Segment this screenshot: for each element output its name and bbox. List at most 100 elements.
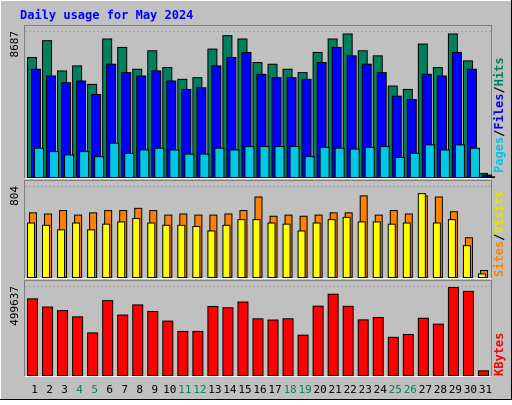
legend-part: Files [492, 94, 506, 130]
bar-kbytes-day-19 [297, 334, 309, 377]
bar-kbytes-day-10 [162, 320, 174, 376]
day-label-18: 18 [283, 383, 296, 396]
legend-part: Sites [492, 241, 506, 277]
bar-kbytes-day-24 [372, 317, 384, 376]
bar-pages-day-22 [349, 148, 360, 179]
bar-kbytes-day-25 [387, 336, 399, 377]
panel-sites-visits: 804 [8, 180, 492, 279]
bar-visits-day-19 [297, 230, 306, 279]
bar-kbytes-day-22 [342, 305, 354, 376]
bar-pages-day-20 [319, 146, 330, 178]
bar-visits-day-24 [372, 221, 381, 278]
bar-kbytes-day-2 [42, 306, 54, 377]
bar-visits-day-6 [102, 223, 111, 279]
legend-part: Visits [492, 190, 506, 233]
bar-kbytes-day-4 [72, 316, 84, 377]
day-label-22: 22 [344, 383, 357, 396]
bar-visits-day-16 [252, 219, 261, 278]
bar-visits-day-9 [147, 222, 156, 278]
bar-visits-day-20 [312, 222, 321, 278]
panel-ymax-label: 8687 [8, 31, 21, 58]
bar-pages-day-16 [259, 146, 270, 179]
bar-pages-day-24 [379, 146, 390, 179]
day-label-25: 25 [389, 383, 402, 396]
day-label-24: 24 [374, 383, 388, 396]
day-label-27: 27 [419, 383, 432, 396]
bar-visits-day-10 [162, 224, 171, 278]
bar-pages-day-25 [394, 156, 405, 178]
bar-kbytes-day-18 [282, 318, 294, 377]
bar-visits-day-3 [57, 229, 66, 278]
bar-visits-day-26 [402, 222, 411, 278]
bar-visits-day-23 [357, 221, 366, 278]
bar-visits-day-4 [72, 222, 81, 278]
day-label-10: 10 [163, 383, 176, 396]
day-label-5: 5 [91, 383, 98, 396]
bar-visits-day-12 [192, 225, 201, 278]
day-label-15: 15 [238, 383, 251, 396]
bar-pages-day-9 [154, 147, 165, 178]
bar-pages-day-12 [199, 153, 210, 178]
day-label-12: 12 [193, 383, 206, 396]
day-label-30: 30 [464, 383, 477, 396]
bar-visits-day-8 [132, 218, 141, 278]
bar-kbytes-day-1 [27, 298, 38, 376]
bar-visits-day-29 [447, 219, 456, 278]
legend-part: / [492, 130, 506, 137]
bar-pages-day-23 [364, 146, 375, 178]
bar-visits-day-14 [222, 224, 231, 278]
day-label-7: 7 [121, 383, 128, 396]
bar-visits-day-30 [462, 245, 471, 279]
bar-pages-day-30 [469, 147, 480, 178]
day-label-20: 20 [314, 383, 327, 396]
chart-panels: 8687 804 499637 [8, 25, 495, 377]
chart-title: Daily usage for May 2024 [20, 8, 193, 22]
bar-visits-day-27 [417, 193, 426, 278]
legend-part: / [492, 234, 506, 241]
bar-kbytes-day-5 [87, 332, 99, 376]
panel-kbytes: 499637 [8, 280, 492, 377]
bar-kbytes-day-21 [327, 293, 339, 376]
bar-kbytes-day-14 [222, 307, 234, 377]
bar-pages-day-10 [169, 149, 180, 179]
bar-pages-day-3 [64, 154, 75, 178]
bar-visits-day-13 [207, 230, 216, 279]
bar-kbytes-day-11 [177, 330, 189, 377]
day-label-21: 21 [329, 383, 342, 396]
bar-kbytes-day-12 [192, 330, 204, 377]
day-label-26: 26 [404, 383, 417, 396]
bar-pages-day-4 [79, 151, 90, 178]
bar-visits-day-1 [27, 222, 35, 278]
day-label-14: 14 [223, 383, 237, 396]
legend-part: Pages [492, 137, 506, 173]
bar-visits-day-21 [327, 219, 336, 278]
bar-pages-day-13 [214, 147, 225, 178]
bar-pages-day-18 [289, 146, 300, 179]
bar-visits-day-17 [267, 222, 276, 278]
bar-kbytes-day-6 [102, 300, 114, 377]
bar-kbytes-day-8 [132, 304, 144, 376]
bar-kbytes-day-16 [252, 318, 264, 377]
bar-pages-day-5 [94, 156, 105, 178]
bar-pages-day-28 [439, 149, 450, 179]
day-label-28: 28 [434, 383, 447, 396]
bar-pages-day-27 [424, 144, 435, 178]
bar-pages-day-1 [34, 147, 44, 178]
bar-pages-day-21 [334, 147, 345, 178]
panel-ymax-label: 804 [8, 186, 21, 206]
bar-visits-day-25 [387, 223, 396, 279]
bar-pages-day-17 [274, 146, 285, 179]
bar-pages-day-7 [124, 152, 135, 179]
bar-kbytes-day-9 [147, 310, 159, 376]
bar-pages-day-29 [454, 144, 465, 178]
day-label-3: 3 [61, 383, 68, 396]
bar-kbytes-day-13 [207, 305, 219, 376]
bar-kbytes-day-28 [432, 323, 444, 376]
bar-pages-day-19 [304, 156, 315, 178]
day-label-2: 2 [46, 383, 53, 396]
legend-middle: Sites/Visits [492, 190, 506, 277]
day-label-4: 4 [76, 383, 83, 396]
bar-kbytes-day-23 [357, 319, 369, 377]
